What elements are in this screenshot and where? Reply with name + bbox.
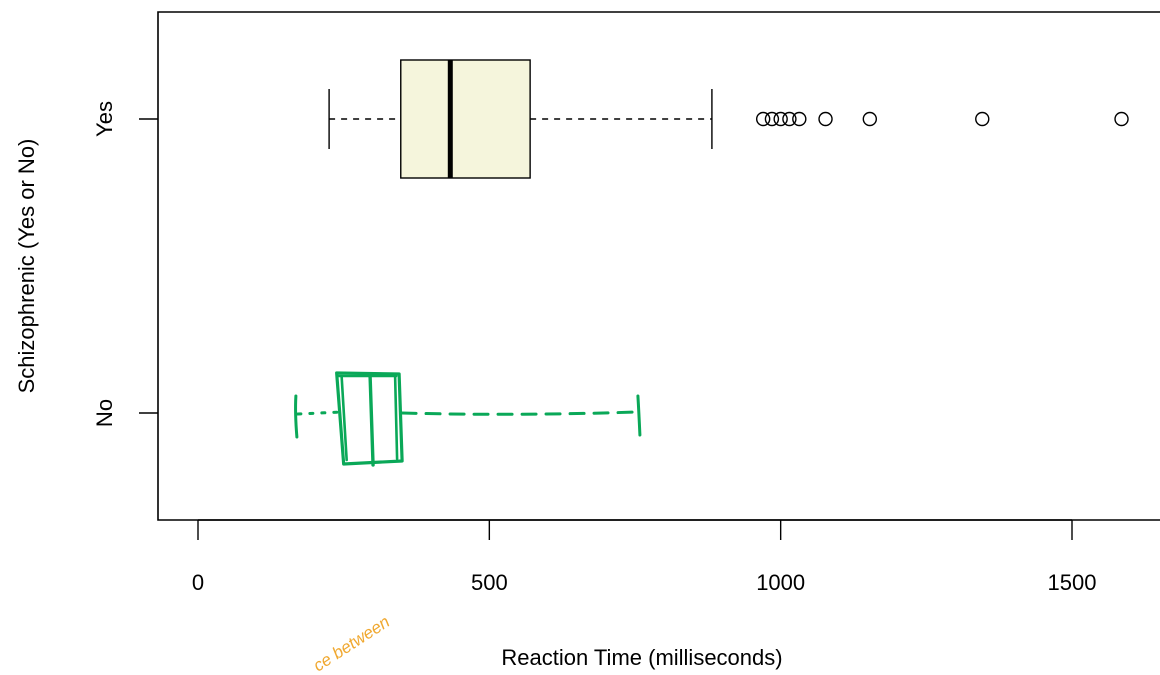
x-axis-ticks: 0 500 1000 1500 xyxy=(192,520,1097,595)
x-tick-label-1500: 1500 xyxy=(1048,570,1097,595)
whisker-no-upper xyxy=(400,410,638,416)
outlier-yes-5 xyxy=(818,111,833,127)
median-no xyxy=(368,373,375,467)
outlier-yes-8 xyxy=(1114,111,1129,127)
y-tick-label-no: No xyxy=(92,399,117,427)
x-axis-title: Reaction Time (milliseconds) xyxy=(501,645,782,670)
y-tick-label-yes: Yes xyxy=(92,101,117,137)
x-tick-label-1000: 1000 xyxy=(756,570,805,595)
outlier-yes-3 xyxy=(782,111,797,127)
x-tick-label-0: 0 xyxy=(192,570,204,595)
plot-frame xyxy=(157,11,1160,521)
box-no-sketch xyxy=(336,374,399,462)
outlier-yes-7 xyxy=(975,111,990,127)
outlier-yes-6 xyxy=(862,111,878,127)
outlier-yes-0 xyxy=(755,111,771,127)
box-no xyxy=(335,371,404,466)
y-axis-title: Schizophrenic (Yes or No) xyxy=(14,139,39,394)
box-yes xyxy=(400,59,531,179)
box-yes-group xyxy=(328,59,1129,179)
whisker-no-lower xyxy=(296,410,344,416)
outlier-yes-2 xyxy=(773,111,788,127)
whisker-cap-no-max xyxy=(636,394,642,437)
x-tick-label-500: 500 xyxy=(471,570,508,595)
outlier-yes-4 xyxy=(792,111,807,127)
handwritten-annotation: ce between xyxy=(310,612,393,675)
box-no-group xyxy=(294,371,642,467)
whisker-cap-no-min xyxy=(294,394,299,439)
outlier-yes-1 xyxy=(764,111,780,127)
